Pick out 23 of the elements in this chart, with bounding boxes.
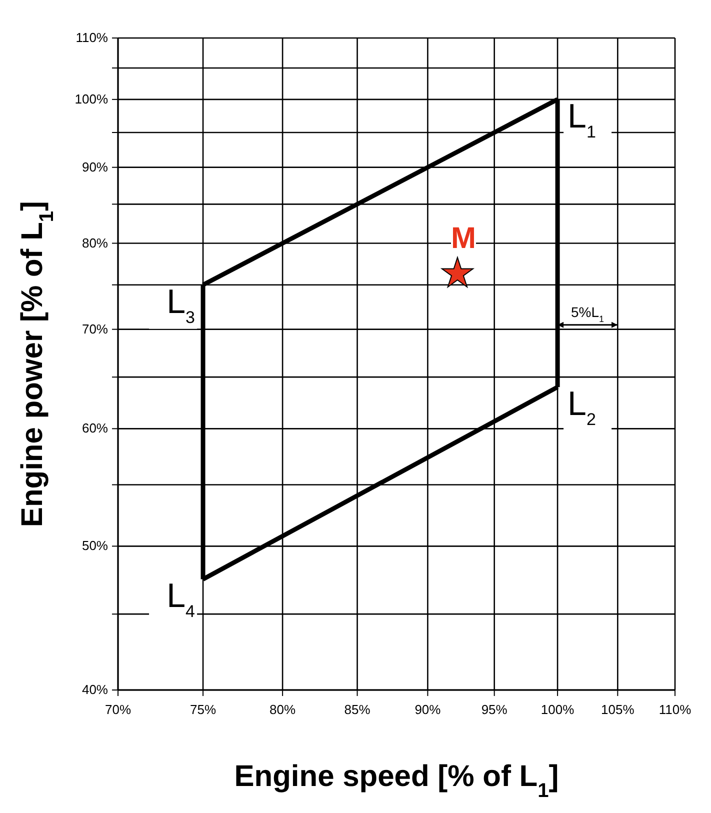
annotation: L$_{2}$ [568, 385, 596, 429]
annotation: 5%L$_{1}$ [571, 304, 604, 324]
x-tick-label: 100% [540, 702, 575, 717]
annotation: L$_{1}$ [568, 97, 596, 141]
x-tick-label: 75% [190, 702, 216, 717]
y-tick-label: 40% [82, 682, 108, 697]
y-tick-label: 80% [82, 235, 108, 250]
y-tick-label: 100% [74, 91, 108, 106]
annotation: L$_{3}$ [166, 282, 196, 326]
x-tick-label: 110% [658, 702, 692, 717]
y-tick-label: 110% [76, 30, 108, 45]
annotation: L$_{4}$ [166, 577, 196, 621]
y-tick-label: 90% [82, 159, 108, 174]
x-tick-label: 80% [270, 702, 296, 717]
x-tick-label: 85% [344, 702, 371, 717]
x-tick-label: 95% [481, 702, 508, 717]
y-tick-label: 50% [82, 538, 108, 554]
y-tick-label: 60% [82, 420, 108, 436]
x-tick-label: 105% [601, 702, 635, 717]
x-axis-title: Engine speed [% of L$_{1}$] [234, 760, 559, 802]
y-tick-label: 70% [82, 321, 108, 336]
x-tick-label: 90% [414, 702, 442, 717]
x-tick-label: 70% [104, 702, 132, 717]
